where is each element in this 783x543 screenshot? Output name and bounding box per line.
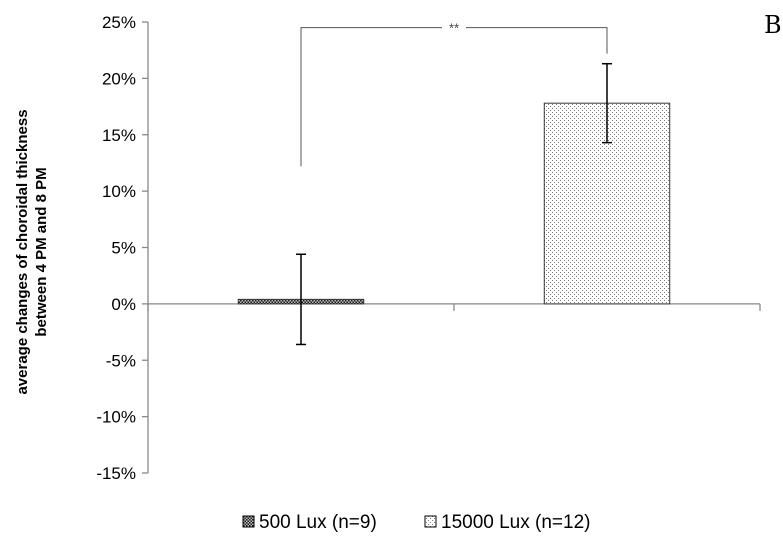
legend: 500 Lux (n=9) 15000 Lux (n=12) (242, 512, 590, 533)
panel-label: B (764, 11, 782, 39)
bracket-right (466, 27, 608, 54)
y-tick-label: 10% (102, 182, 136, 201)
error-bars (296, 62, 612, 346)
y-tick-label: 5% (111, 239, 136, 258)
significance-label: ** (449, 21, 459, 36)
significance-bracket: ** (300, 21, 608, 167)
y-tick-label: 15% (102, 126, 136, 145)
y-tick-label: 25% (102, 13, 136, 32)
legend-label-15000-lux: 15000 Lux (n=12) (441, 512, 590, 533)
y-axis-label-line-2: between 4 PM and 8 PM (33, 167, 50, 336)
legend-swatch-500-lux (242, 515, 255, 528)
y-tick-label: -15% (96, 464, 136, 483)
legend-swatch-15000-lux (424, 515, 437, 528)
bracket-left (300, 27, 442, 167)
y-tick-label: 0% (111, 295, 136, 314)
y-tick-label: -5% (106, 351, 136, 370)
y-axis-label-line-1: average changes of choroidal thickness (14, 109, 31, 394)
y-tick-label: -10% (96, 408, 136, 427)
x-axis (147, 303, 761, 311)
bars (237, 102, 671, 305)
y-tick-label: 20% (102, 69, 136, 88)
legend-label-500-lux: 500 Lux (n=9) (259, 512, 377, 533)
y-axis: 25% 20% 15% 10% 5% 0% -5% -10% -15% (96, 13, 149, 483)
